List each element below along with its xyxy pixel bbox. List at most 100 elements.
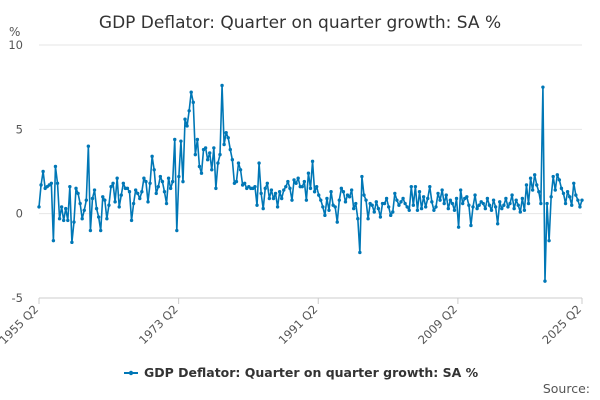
data-point[interactable]: [391, 210, 395, 214]
data-point[interactable]: [109, 184, 113, 189]
data-point[interactable]: [333, 205, 337, 209]
data-point[interactable]: [68, 184, 72, 189]
data-point[interactable]: [216, 161, 220, 165]
data-point[interactable]: [294, 181, 298, 186]
data-point[interactable]: [438, 198, 442, 202]
data-point[interactable]: [335, 220, 339, 224]
data-point[interactable]: [154, 191, 158, 196]
data-point[interactable]: [498, 200, 502, 204]
data-point[interactable]: [99, 228, 103, 233]
data-point[interactable]: [94, 206, 99, 211]
data-point[interactable]: [222, 142, 226, 147]
data-point[interactable]: [115, 176, 119, 180]
data-point[interactable]: [351, 206, 356, 211]
data-point[interactable]: [282, 188, 286, 192]
data-point[interactable]: [386, 205, 391, 209]
data-point[interactable]: [537, 190, 541, 194]
data-point[interactable]: [304, 198, 309, 202]
data-point[interactable]: [88, 228, 93, 233]
data-point[interactable]: [426, 196, 430, 201]
data-point[interactable]: [543, 279, 547, 283]
data-point[interactable]: [308, 186, 313, 191]
data-point[interactable]: [444, 193, 448, 197]
data-point[interactable]: [144, 179, 148, 184]
data-point[interactable]: [401, 196, 405, 201]
data-point[interactable]: [269, 188, 274, 192]
data-point[interactable]: [152, 168, 156, 172]
data-point[interactable]: [547, 238, 551, 243]
data-point[interactable]: [185, 124, 189, 128]
data-point[interactable]: [136, 191, 140, 196]
data-point[interactable]: [434, 205, 438, 209]
data-point[interactable]: [450, 201, 455, 206]
data-point[interactable]: [257, 161, 261, 165]
data-point[interactable]: [205, 157, 210, 162]
data-point[interactable]: [107, 203, 111, 207]
data-point[interactable]: [224, 131, 228, 135]
data-point[interactable]: [343, 200, 348, 204]
data-point[interactable]: [39, 183, 43, 187]
data-point[interactable]: [189, 90, 193, 94]
data-point[interactable]: [382, 201, 387, 206]
data-point[interactable]: [57, 217, 62, 221]
data-point[interactable]: [177, 174, 181, 179]
data-point[interactable]: [539, 201, 543, 206]
data-point[interactable]: [364, 198, 368, 202]
data-point[interactable]: [82, 208, 86, 212]
data-point[interactable]: [366, 217, 370, 221]
data-point[interactable]: [504, 196, 508, 201]
data-point[interactable]: [127, 190, 132, 194]
data-point[interactable]: [524, 183, 529, 187]
data-point[interactable]: [471, 205, 475, 209]
data-point[interactable]: [226, 136, 230, 140]
data-point[interactable]: [360, 174, 364, 179]
data-point[interactable]: [101, 195, 105, 199]
data-point[interactable]: [170, 179, 175, 184]
data-point[interactable]: [454, 196, 459, 201]
data-point[interactable]: [341, 190, 346, 194]
data-point[interactable]: [327, 208, 331, 212]
data-point[interactable]: [572, 181, 576, 186]
data-point[interactable]: [208, 151, 212, 155]
data-point[interactable]: [574, 193, 578, 197]
data-point[interactable]: [559, 186, 564, 191]
data-point[interactable]: [80, 217, 84, 221]
data-point[interactable]: [483, 206, 488, 211]
data-point[interactable]: [314, 184, 319, 189]
data-point[interactable]: [210, 168, 214, 172]
data-point[interactable]: [442, 201, 446, 206]
data-point[interactable]: [158, 174, 163, 179]
data-point[interactable]: [448, 198, 453, 202]
data-point[interactable]: [133, 188, 138, 192]
data-point[interactable]: [310, 159, 315, 164]
data-point[interactable]: [292, 178, 296, 182]
data-point[interactable]: [467, 203, 471, 207]
data-point[interactable]: [59, 205, 64, 209]
data-point[interactable]: [166, 176, 171, 180]
data-point[interactable]: [105, 217, 109, 221]
data-point[interactable]: [393, 191, 397, 196]
data-point[interactable]: [199, 171, 204, 175]
data-point[interactable]: [563, 201, 568, 206]
data-point[interactable]: [78, 201, 82, 206]
data-point[interactable]: [323, 213, 327, 218]
data-point[interactable]: [500, 206, 504, 211]
data-point[interactable]: [395, 198, 399, 202]
source-label[interactable]: Source:: [543, 381, 590, 396]
data-point[interactable]: [113, 200, 117, 204]
data-point[interactable]: [487, 203, 492, 207]
data-point[interactable]: [321, 205, 325, 209]
data-point[interactable]: [230, 157, 235, 162]
data-point[interactable]: [329, 190, 333, 194]
data-point[interactable]: [228, 147, 232, 152]
data-point[interactable]: [530, 188, 535, 192]
data-point[interactable]: [242, 181, 247, 186]
data-point[interactable]: [458, 188, 463, 192]
data-point[interactable]: [131, 201, 136, 206]
data-point[interactable]: [312, 190, 317, 194]
data-point[interactable]: [528, 176, 533, 180]
data-point[interactable]: [319, 198, 323, 202]
data-point[interactable]: [173, 137, 177, 142]
data-point[interactable]: [339, 186, 344, 191]
data-point[interactable]: [384, 196, 389, 201]
